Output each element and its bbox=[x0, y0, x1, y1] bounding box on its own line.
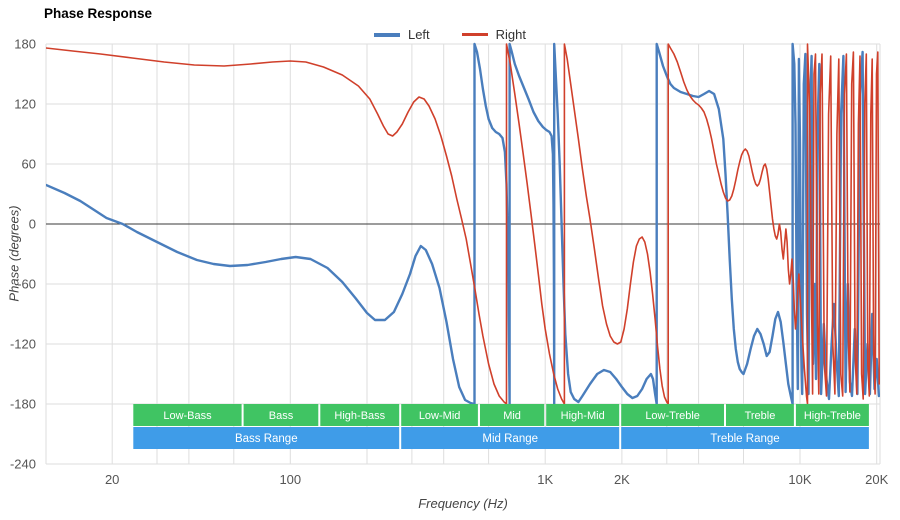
band-bass bbox=[243, 404, 319, 426]
band-high-mid bbox=[546, 404, 620, 426]
range-label-treble-range: Treble Range bbox=[710, 433, 779, 445]
chart-title: Phase Response bbox=[44, 6, 153, 21]
left-line-swatch bbox=[373, 32, 400, 37]
band-high-bass bbox=[320, 404, 400, 426]
x-tick-label-20k: 20K bbox=[865, 472, 888, 487]
legend-label-left: Left bbox=[407, 27, 430, 42]
series-curves bbox=[46, 42, 880, 406]
x-tick-label-2k: 2K bbox=[614, 472, 630, 487]
band-label-low-bass: Low-Bass bbox=[163, 410, 212, 422]
band-label-mid: Mid bbox=[503, 410, 521, 422]
y-tick-label--60: -60 bbox=[17, 277, 36, 292]
y-tick-label-120: 120 bbox=[14, 97, 36, 112]
range-label-bass-range: Bass Range bbox=[235, 433, 298, 445]
y-tick-label-180: 180 bbox=[14, 37, 36, 52]
band-label-low-mid: Low-Mid bbox=[419, 410, 461, 422]
range-label-mid-range: Mid Range bbox=[482, 433, 538, 445]
band-label-high-mid: High-Mid bbox=[561, 410, 605, 422]
horizontal-gridlines bbox=[46, 43, 880, 465]
band-mid bbox=[480, 404, 545, 426]
band-label-low-treble: Low-Treble bbox=[645, 410, 700, 422]
y-tick-label--120: -120 bbox=[10, 337, 36, 352]
band-low-bass bbox=[133, 404, 242, 426]
legend: Left Right bbox=[0, 27, 900, 42]
series-left-line bbox=[46, 42, 880, 406]
legend-item-left: Left bbox=[373, 27, 430, 42]
range-treble-range bbox=[621, 427, 869, 449]
series-right-line bbox=[46, 43, 880, 405]
x-tick-label-20: 20 bbox=[105, 472, 119, 487]
frequency-bands bbox=[133, 404, 869, 449]
x-tick-label-10k: 10K bbox=[788, 472, 811, 487]
band-low-mid bbox=[401, 404, 478, 426]
legend-item-right: Right bbox=[461, 27, 527, 42]
y-axis-title: Phase (degrees) bbox=[6, 205, 22, 302]
band-label-high-treble: High-Treble bbox=[804, 410, 861, 422]
y-tick-label--180: -180 bbox=[10, 397, 36, 412]
legend-label-right: Right bbox=[495, 27, 527, 42]
band-high-treble bbox=[795, 404, 869, 426]
right-line-swatch bbox=[461, 33, 488, 36]
band-label-treble: Treble bbox=[745, 410, 776, 422]
band-treble bbox=[726, 404, 794, 426]
y-tick-label--240: -240 bbox=[10, 457, 36, 472]
x-axis-title: Frequency (Hz) bbox=[418, 496, 508, 511]
range-bass-range bbox=[133, 427, 400, 449]
band-label-high-bass: High-Bass bbox=[334, 410, 385, 422]
band-label-bass: Bass bbox=[269, 410, 294, 422]
band-low-treble bbox=[621, 404, 724, 426]
y-tick-label-0: 0 bbox=[29, 217, 36, 232]
vertical-gridlines bbox=[45, 44, 881, 464]
x-tick-label-1k: 1K bbox=[537, 472, 553, 487]
x-tick-label-100: 100 bbox=[279, 472, 301, 487]
range-mid-range bbox=[401, 427, 620, 449]
y-tick-label-60: 60 bbox=[22, 157, 36, 172]
